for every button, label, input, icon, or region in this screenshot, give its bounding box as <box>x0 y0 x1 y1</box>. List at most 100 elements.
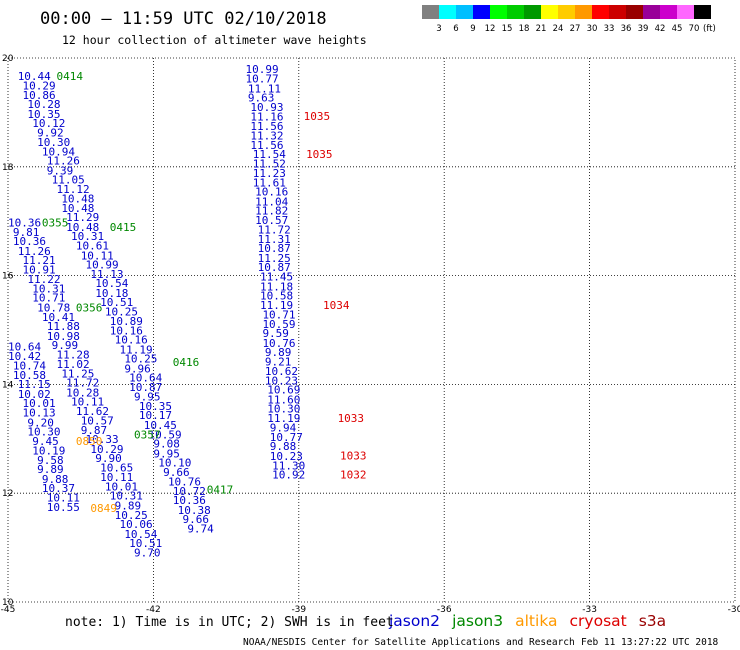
colorbar-swatch <box>575 5 592 19</box>
altika-obs-label: 0849 <box>90 502 117 515</box>
jason2-obs-label: 10.33 <box>86 433 119 446</box>
jason2-obs-label: 11.54 <box>253 148 286 161</box>
jason2-obs-label: 10.91 <box>23 263 56 276</box>
jason2-obs-label: 10.48 <box>61 202 94 215</box>
jason2-obs-label: 10.51 <box>129 537 162 550</box>
legend-s3a: s3a <box>639 612 666 630</box>
jason2-obs-label: 11.11 <box>248 82 281 95</box>
jason2-obs-label: 10.65 <box>100 461 133 474</box>
colorbar: 3 6 9 12 15 18 21 24 27 30 33 36 39 42 45 70 (ft) <box>422 5 716 34</box>
jason2-obs-label: 10.57 <box>255 214 288 227</box>
jason2-obs-label: 11.56 <box>250 120 283 133</box>
jason2-obs-label: 10.16 <box>255 186 288 199</box>
jason2-obs-label: 10.30 <box>267 403 300 416</box>
jason2-obs-label: 10.72 <box>173 485 206 498</box>
jason2-obs-label: 10.99 <box>245 63 278 76</box>
jason2-obs-label: 10.77 <box>245 72 278 85</box>
jason2-obs-label: 10.11 <box>47 491 80 504</box>
chart-title: 00:00 – 11:59 UTC 02/10/2018 <box>40 9 327 29</box>
cryosat-obs-label: 1034 <box>323 299 350 312</box>
jason2-obs-label: 9.21 <box>265 355 292 368</box>
jason2-obs-label: 10.30 <box>27 426 60 439</box>
jason2-obs-label: 10.25 <box>105 305 138 318</box>
satellite-legend: jason2 jason3 altika cryosat s3a <box>388 612 666 630</box>
jason2-obs-label: 10.69 <box>267 384 300 397</box>
jason2-obs-label: 11.82 <box>255 205 288 218</box>
jason2-obs-label: 10.11 <box>100 471 133 484</box>
timestamp: Feb 11 13:27:22 UTC 2018 <box>581 637 719 648</box>
jason2-obs-label: 11.18 <box>260 280 293 293</box>
y-tick-label: 12 <box>2 489 13 499</box>
jason3-obs-label: 0356 <box>76 302 103 315</box>
jason2-obs-label: 10.13 <box>23 406 56 419</box>
jason2-obs-label: 10.71 <box>32 292 65 305</box>
jason2-obs-label: 9.63 <box>248 92 275 105</box>
jason2-obs-label: 9.88 <box>270 440 297 453</box>
jason2-obs-label: 10.93 <box>250 101 283 114</box>
colorbar-swatch <box>490 5 507 19</box>
jason2-obs-label: 10.12 <box>32 117 65 130</box>
legend-jason2: jason2 <box>388 612 440 630</box>
jason2-obs-label: 11.28 <box>56 348 89 361</box>
jason2-obs-label: 9.59 <box>262 327 289 340</box>
plot-border <box>7 57 736 603</box>
jason2-obs-label: 10.87 <box>258 242 291 255</box>
jason2-obs-label: 11.29 <box>66 211 99 224</box>
jason2-obs-label: 9.92 <box>37 126 64 139</box>
colorbar-label: 6 <box>453 24 458 34</box>
jason2-obs-label: 11.23 <box>253 167 286 180</box>
jason2-obs-label: 10.02 <box>18 388 51 401</box>
jason2-obs-label: 10.29 <box>90 443 123 456</box>
colorbar-swatch <box>473 5 490 19</box>
colorbar-label: 18 <box>519 24 530 34</box>
jason2-obs-label: 10.44 <box>18 70 51 83</box>
jason2-obs-label: 10.01 <box>23 397 56 410</box>
jason2-obs-label: 10.54 <box>95 277 128 290</box>
jason2-obs-label: 11.19 <box>119 343 152 356</box>
colorbar-label: 12 <box>485 24 496 34</box>
jason2-obs-label: 11.26 <box>47 155 80 168</box>
colorbar-label: 9 <box>470 24 475 34</box>
jason2-obs-label: 9.08 <box>153 438 180 451</box>
jason2-obs-label: 10.51 <box>100 296 133 309</box>
cryosat-obs-label: 1032 <box>340 469 367 482</box>
jason2-obs-label: 9.81 <box>13 226 39 239</box>
jason2-obs-label: 10.94 <box>42 145 75 158</box>
jason2-obs-label: 9.95 <box>134 391 161 404</box>
jason2-obs-label: 10.54 <box>124 528 157 541</box>
jason2-obs-label: 9.58 <box>37 454 64 467</box>
x-tick-label: -33 <box>582 605 597 615</box>
jason2-obs-label: 10.36 <box>173 494 206 507</box>
jason2-obs-label: 11.45 <box>260 270 293 283</box>
jason2-obs-label: 11.21 <box>23 254 56 267</box>
jason2-obs-label: 10.42 <box>8 350 41 363</box>
jason2-obs-label: 11.19 <box>267 412 300 425</box>
jason2-obs-label: 9.39 <box>47 164 73 177</box>
jason2-obs-label: 10.78 <box>37 302 70 315</box>
footnote: note: 1) Time is in UTC; 2) SWH is in fe… <box>65 615 394 630</box>
jason2-obs-label: 11.16 <box>250 111 283 124</box>
jason2-obs-label: 9.87 <box>81 424 108 437</box>
jason2-obs-label: 10.19 <box>32 445 65 458</box>
jason2-obs-label: 10.71 <box>262 309 295 322</box>
colorbar-swatch <box>677 5 694 19</box>
colorbar-swatch <box>524 5 541 19</box>
x-tick-label: -39 <box>291 605 306 615</box>
colorbar-label: 3 <box>436 24 441 34</box>
x-tick-label: -30 <box>728 605 740 615</box>
jason2-obs-label: 10.18 <box>95 287 128 300</box>
jason2-obs-label: 9.95 <box>153 447 180 460</box>
jason2-obs-label: 10.01 <box>105 480 138 493</box>
jason2-obs-label: 10.11 <box>81 249 114 262</box>
jason2-obs-label: 11.72 <box>66 377 99 390</box>
y-tick-label: 14 <box>2 380 14 390</box>
jason2-obs-label: 10.48 <box>61 193 94 206</box>
jason2-obs-label: 11.61 <box>253 176 286 189</box>
jason2-obs-label: 10.61 <box>76 239 109 252</box>
colorbar-swatch <box>439 5 456 19</box>
jason2-obs-label: 11.05 <box>52 174 85 187</box>
jason2-obs-label: 10.58 <box>13 369 46 382</box>
colorbar-swatch <box>456 5 473 19</box>
jason2-obs-label: 10.35 <box>139 400 172 413</box>
